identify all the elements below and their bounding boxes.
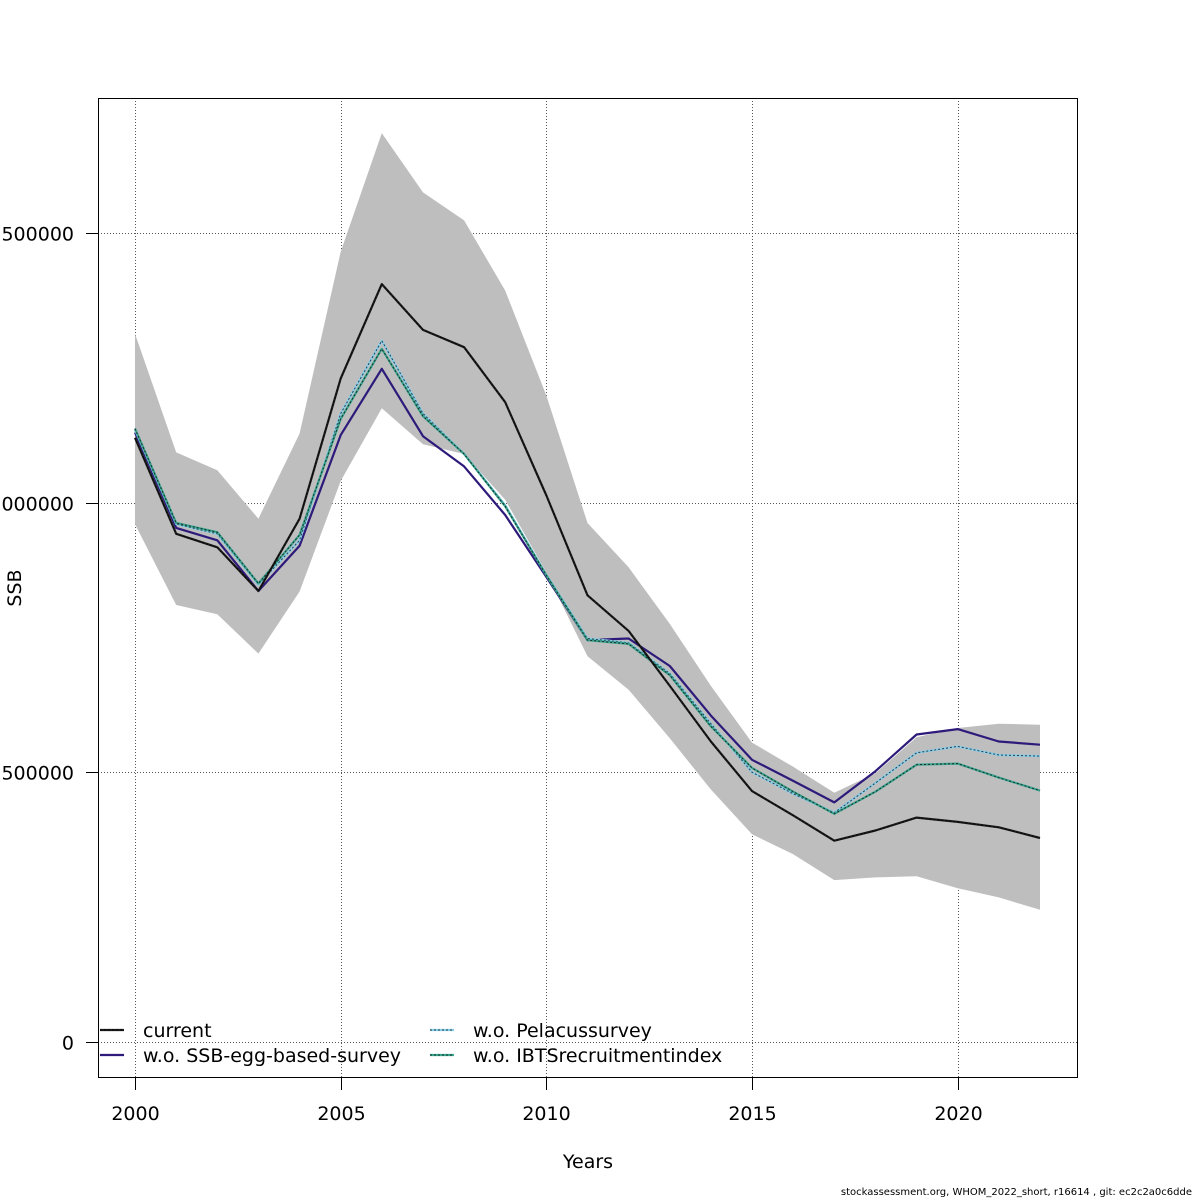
series-lines-layer xyxy=(133,283,1041,842)
legend: current w.o. SSB-egg-based-survey w.o. Pel… xyxy=(100,1020,722,1067)
x-axis: 2000 2005 2010 2015 2020 xyxy=(111,1077,983,1125)
legend-label-3: w.o. IBTSrecruitmentindex xyxy=(473,1045,722,1067)
y-tick-label: 0 xyxy=(62,1033,74,1055)
y-tick-label: 1000000 xyxy=(0,494,74,516)
series-line-dash-2 xyxy=(134,339,1041,814)
x-tick-label: 2015 xyxy=(728,1103,776,1125)
legend-label-2: w.o. Pelacussurvey xyxy=(473,1020,652,1042)
x-tick-label: 2020 xyxy=(934,1103,982,1125)
x-axis-label: Years xyxy=(562,1151,613,1173)
grid-lines xyxy=(98,98,1077,1077)
y-tick-label: 500000 xyxy=(1,763,74,785)
series-line-dash-3 xyxy=(134,347,1041,815)
x-tick-label: 2000 xyxy=(111,1103,159,1125)
x-tick-label: 2005 xyxy=(317,1103,365,1125)
x-tick-label: 2010 xyxy=(522,1103,570,1125)
footer-note: stockassessment.org, WHOM_2022_short, r1… xyxy=(840,1187,1192,1198)
y-axis-label: SSB xyxy=(4,569,26,606)
y-axis: 0 500000 1000000 1500000 xyxy=(0,224,99,1055)
legend-label-0: current xyxy=(143,1020,212,1042)
series-line-dash-0 xyxy=(134,283,1041,842)
confidence-band-layer xyxy=(135,133,1040,910)
y-tick-label: 1500000 xyxy=(0,224,74,246)
legend-label-1: w.o. SSB-egg-based-survey xyxy=(143,1045,401,1067)
confidence-band xyxy=(135,133,1040,910)
